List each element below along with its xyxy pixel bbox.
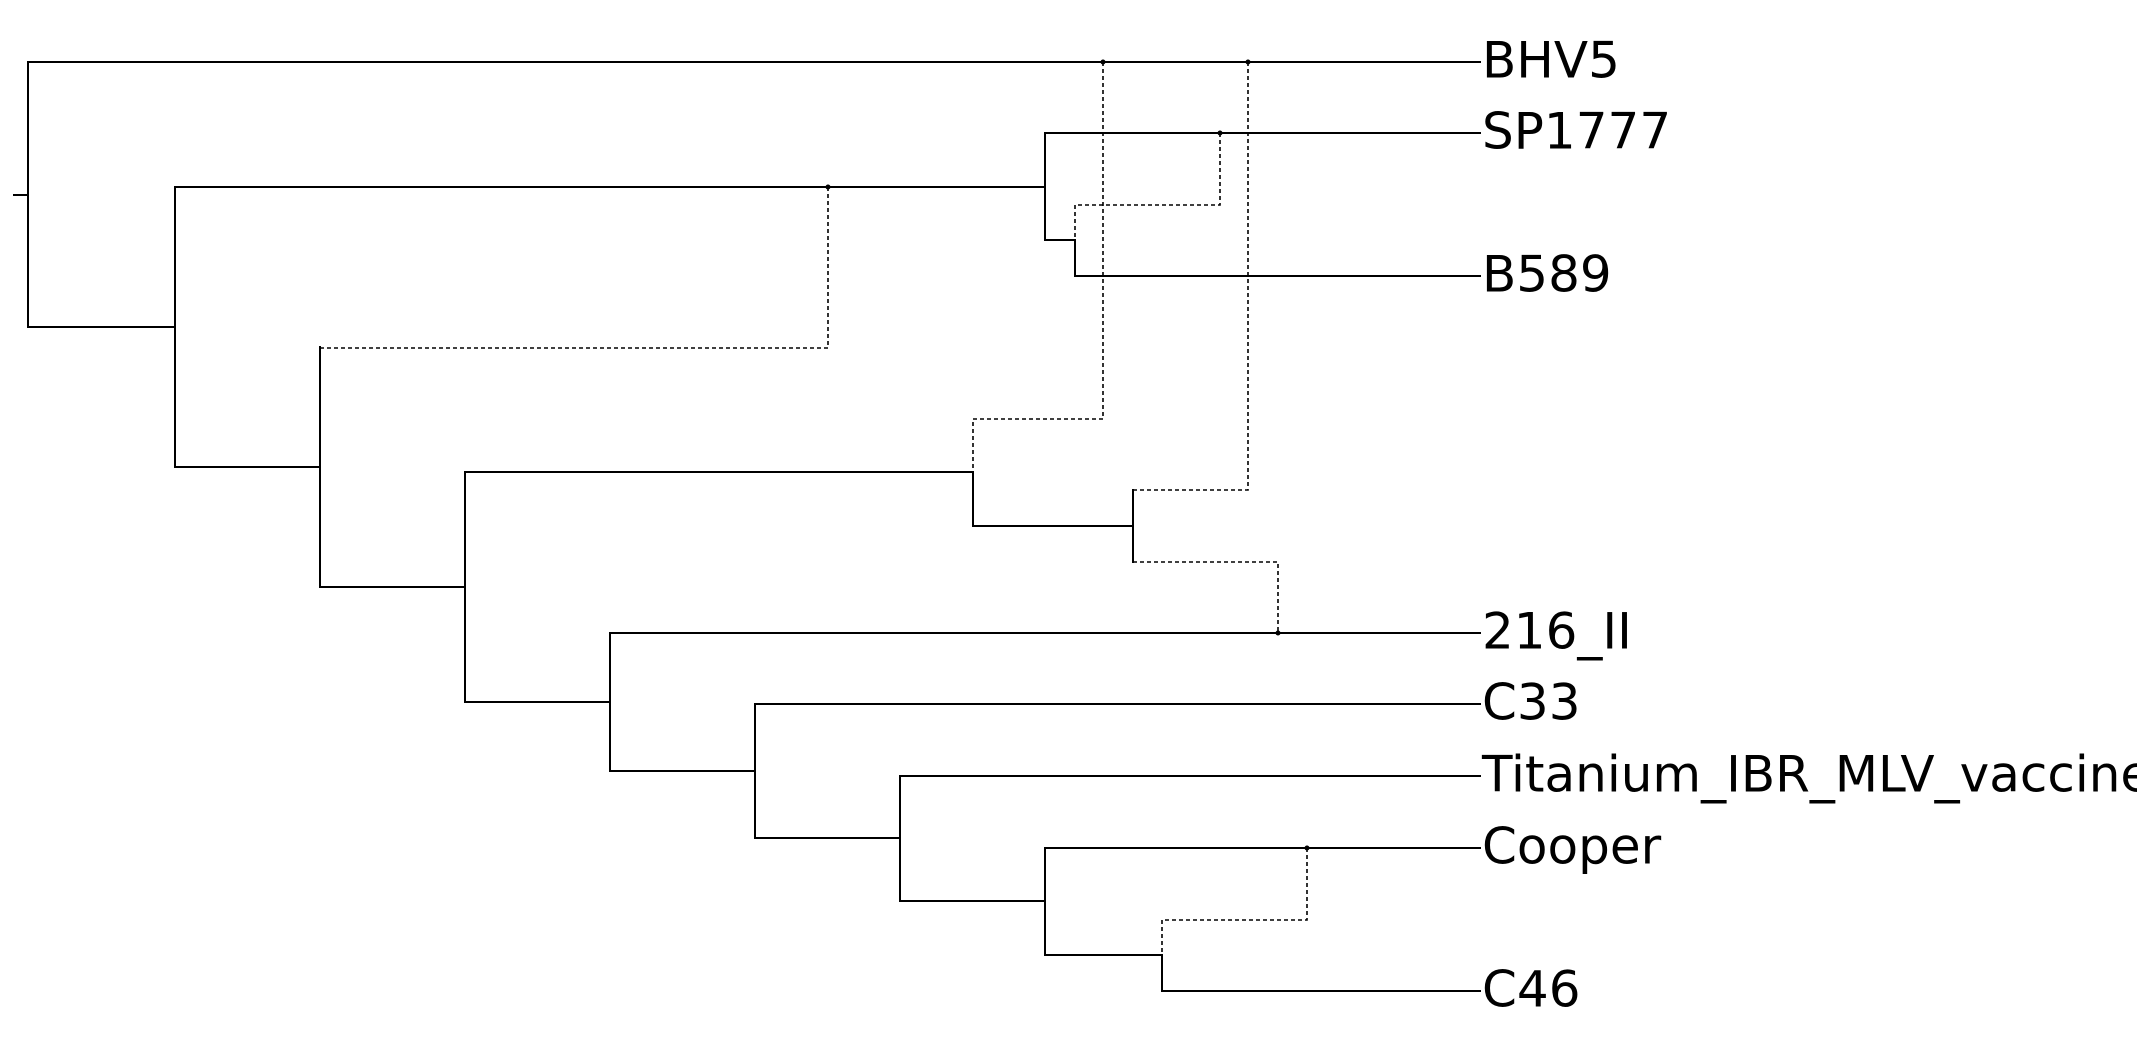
taxon-label-b589: B589 bbox=[1482, 246, 1612, 304]
attachment-dot bbox=[1217, 130, 1223, 136]
reticulation-dots bbox=[825, 59, 1310, 851]
reticulation-edges bbox=[320, 62, 1308, 955]
reticulation-edge-6 bbox=[1161, 848, 1308, 955]
taxon-label-cooper: Cooper bbox=[1482, 818, 1662, 876]
taxon-label-216: 216_II bbox=[1482, 603, 1632, 661]
reticulation-edge-2 bbox=[1074, 133, 1221, 240]
reticulation-edge-5 bbox=[1133, 561, 1279, 633]
taxon-label-sp1777: SP1777 bbox=[1482, 103, 1671, 161]
taxon-label-c33: C33 bbox=[1482, 674, 1581, 732]
attachment-dot bbox=[825, 184, 831, 190]
taxon-label-c46: C46 bbox=[1482, 961, 1581, 1019]
reticulation-edge-1 bbox=[320, 187, 829, 349]
taxon-labels: BHV5 SP1777 B589 216_II C33 Titanium_IBR… bbox=[1481, 32, 2137, 1019]
taxon-label-titanium: Titanium_IBR_MLV_vaccine bbox=[1481, 746, 2137, 804]
attachment-dot bbox=[1245, 59, 1251, 65]
taxon-label-bhv5: BHV5 bbox=[1482, 32, 1620, 90]
reticulation-edge-3 bbox=[972, 62, 1104, 472]
attachment-dot bbox=[1275, 630, 1281, 636]
tree-branches bbox=[13, 61, 1481, 992]
attachment-dot bbox=[1100, 59, 1106, 65]
attachment-dot bbox=[1304, 845, 1310, 851]
reticulation-edge-4 bbox=[1133, 62, 1249, 491]
